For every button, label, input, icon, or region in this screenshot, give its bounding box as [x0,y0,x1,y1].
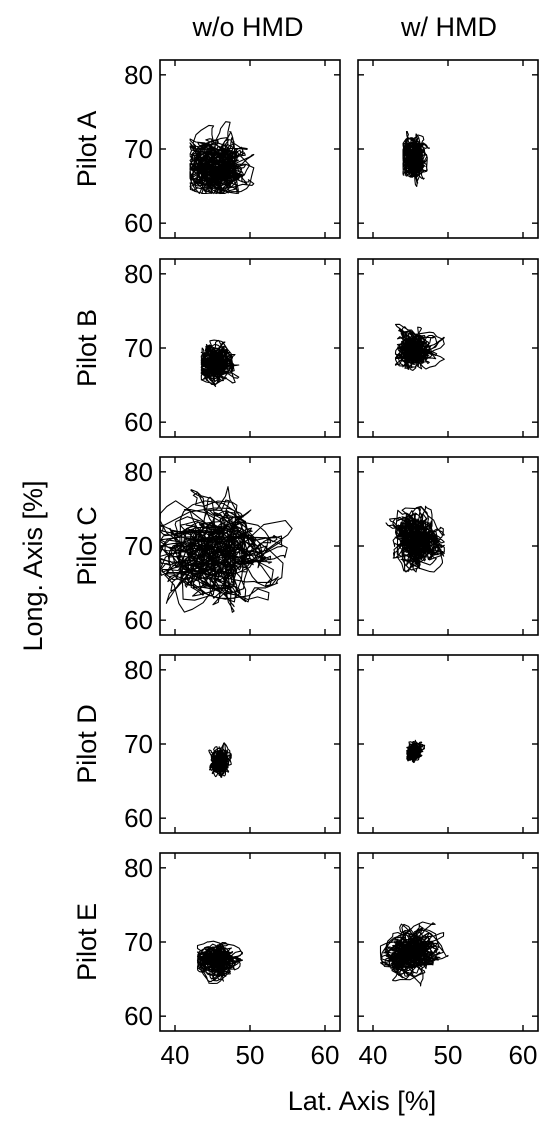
x-axis-label: Lat. Axis [%] [288,1086,437,1116]
column-title-without-hmd: w/o HMD [191,12,303,42]
x-tick-label: 50 [434,1040,463,1070]
axes-frame [357,456,539,636]
y-tick-label: 60 [124,208,153,238]
row-label-pilot-b: Pilot B [72,309,102,387]
row-label-pilot-c: Pilot C [72,506,102,586]
panel-pilot-e-w-o-hmd: 60 70 80 40 50 60 [124,852,341,1070]
y-tick-label: 70 [124,531,153,561]
panel-pilot-b-w-hmd [357,258,539,438]
trajectory-trace [160,486,293,613]
panel-pilot-c-w-o-hmd: 60 70 80 [124,456,341,636]
trajectory-trace [402,130,431,188]
y-tick-label: 80 [124,853,153,883]
trajectory-trace [189,121,255,195]
y-tick-label: 80 [124,259,153,289]
x-tick-label: 40 [161,1040,190,1070]
x-tick-label: 40 [359,1040,388,1070]
y-tick-label: 60 [124,407,153,437]
panel-pilot-a-w-o-hmd: 60 70 80 [124,59,341,239]
panel-pilot-d-w-hmd [357,654,539,834]
axes-frame [357,258,539,438]
panel-pilot-e-w-hmd: 40 50 60 [357,852,539,1070]
row-label-pilot-d: Pilot D [72,704,102,784]
panels-grid: 60 70 80 60 70 80 60 70 80 60 70 80 60 70 80 40 50 60 40 50… [72,59,539,1070]
trajectory-trace [379,921,449,987]
column-title-with-hmd: w/ HMD [400,12,497,42]
trajectory-trace [196,940,244,984]
y-tick-label: 70 [124,927,153,957]
panel-pilot-d-w-o-hmd: 60 70 80 [124,654,341,834]
y-tick-label: 80 [124,457,153,487]
axes-frame [357,654,539,834]
x-tick-label: 60 [311,1040,340,1070]
x-tick-label: 50 [236,1040,265,1070]
trajectory-trace [200,339,240,388]
y-axis-label: Long. Axis [%] [18,480,48,651]
trajectory-trace [208,742,232,778]
y-tick-label: 80 [124,60,153,90]
axes-frame [159,654,341,834]
y-tick-label: 70 [124,729,153,759]
row-label-pilot-a: Pilot A [72,111,102,188]
axes-frame [159,852,341,1032]
axes-frame [357,59,539,239]
y-tick-label: 80 [124,655,153,685]
y-tick-label: 60 [124,803,153,833]
y-tick-label: 70 [124,333,153,363]
y-tick-label: 60 [124,605,153,635]
panel-pilot-a-w-hmd [357,59,539,239]
x-tick-label: 60 [509,1040,538,1070]
trajectory-trace [385,505,445,573]
trajectory-trace [394,323,445,371]
trajectory-trace [406,739,426,764]
axes-frame [357,852,539,1032]
row-label-pilot-e: Pilot E [72,903,102,981]
panel-pilot-c-w-hmd [357,456,539,636]
axes-frame [159,59,341,239]
panel-pilot-b-w-o-hmd: 60 70 80 [124,258,341,438]
y-tick-label: 70 [124,134,153,164]
y-tick-label: 60 [124,1001,153,1031]
axes-frame [159,258,341,438]
